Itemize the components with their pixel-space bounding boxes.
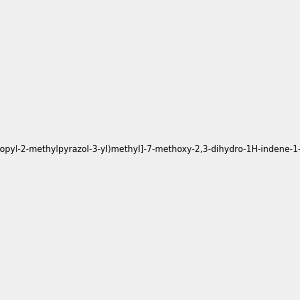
Text: N-[(5-cyclopropyl-2-methylpyrazol-3-yl)methyl]-7-methoxy-2,3-dihydro-1H-indene-1: N-[(5-cyclopropyl-2-methylpyrazol-3-yl)m… [0, 146, 300, 154]
